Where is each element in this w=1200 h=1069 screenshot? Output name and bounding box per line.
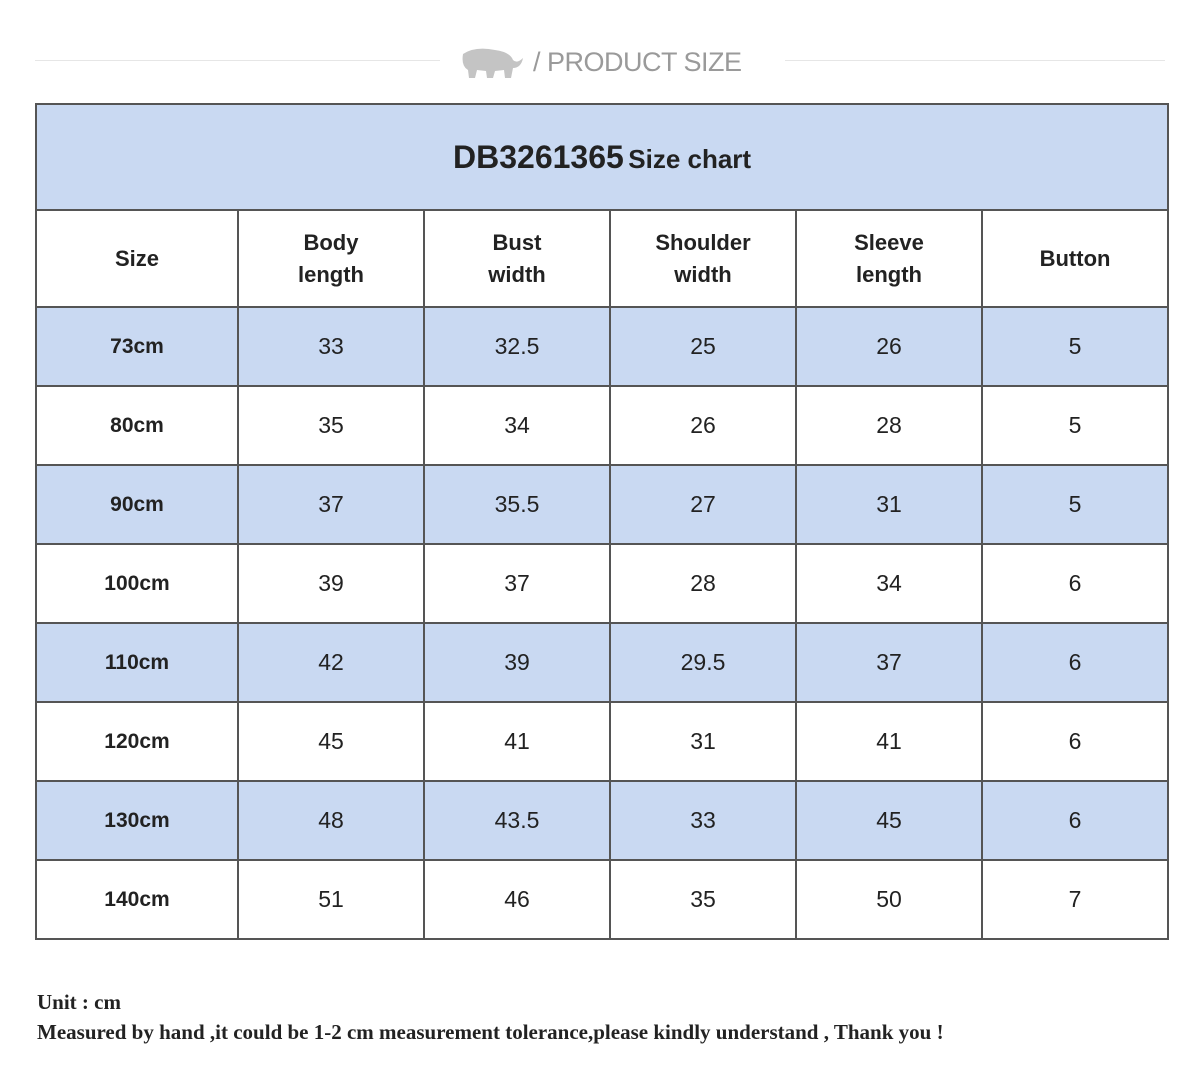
size-cell: 110cm [35,622,239,703]
value-cell: 5 [980,464,1170,545]
value-cell: 35 [609,859,797,940]
value-cell: 25 [609,306,797,387]
header-cell: Sleeve length [795,209,983,308]
value-cell: 41 [795,701,983,782]
header-row: Size Body length Bust width Shoulder width S… [35,209,1170,308]
data-row: 73cm 33 32.5 25 26 5 [35,306,1170,387]
value-cell: 27 [609,464,797,545]
section-title: / PRODUCT SIZE [533,47,742,77]
header-cell: Shoulder width [609,209,797,308]
value-cell: 42 [237,622,425,703]
value-cell: 26 [795,306,983,387]
value-cell: 48 [237,780,425,861]
column-header: Body length [298,229,364,287]
size-cell: 90cm [35,464,239,545]
column-header: Size [114,245,160,271]
title-row: DB3261365 Size chart [34,103,1170,211]
size-table: DB3261365 Size chart Size Body length Bust… [34,103,1170,940]
column-header: Button [1039,245,1111,271]
value-cell: 28 [609,543,797,624]
unit-note: Unit : cm [37,990,121,1014]
size-cell: 80cm [35,385,239,466]
column-header: Sleeve length [854,229,924,287]
data-row: 140cm 51 46 35 50 7 [35,859,1170,940]
value-cell: 46 [423,859,611,940]
value-cell: 6 [980,701,1170,782]
header-cell: Button [980,209,1170,308]
data-row: 100cm 39 37 28 34 6 [35,543,1170,624]
table-title: Size chart [628,143,752,174]
header-cell: Bust width [423,209,611,308]
value-cell: 35.5 [423,464,611,545]
size-cell: 130cm [35,780,239,861]
value-cell: 29.5 [609,622,797,703]
data-row: 90cm 37 35.5 27 31 5 [35,464,1170,545]
size-cell: 100cm [35,543,239,624]
value-cell: 37 [237,464,425,545]
value-cell: 5 [980,385,1170,466]
value-cell: 26 [609,385,797,466]
value-cell: 32.5 [423,306,611,387]
size-cell: 140cm [35,859,239,940]
value-cell: 6 [980,780,1170,861]
value-cell: 39 [423,622,611,703]
value-cell: 31 [609,701,797,782]
column-header: Shoulder width [655,229,751,287]
value-cell: 45 [795,780,983,861]
value-cell: 33 [609,780,797,861]
value-cell: 37 [423,543,611,624]
value-cell: 39 [237,543,425,624]
value-cell: 7 [980,859,1170,940]
divider [35,60,440,61]
data-row: 80cm 35 34 26 28 5 [35,385,1170,466]
column-header: Bust width [488,229,546,287]
value-cell: 33 [237,306,425,387]
value-cell: 37 [795,622,983,703]
divider [785,60,1165,61]
size-cell: 73cm [35,306,239,387]
header-cell: Size [35,209,239,308]
value-cell: 6 [980,543,1170,624]
value-cell: 28 [795,385,983,466]
header-cell: Body length [237,209,425,308]
model-code: DB3261365 [453,138,624,175]
tolerance-note: Measured by hand ,it could be 1-2 cm mea… [37,1020,944,1044]
elephant-icon [462,48,523,78]
value-cell: 43.5 [423,780,611,861]
value-cell: 51 [237,859,425,940]
value-cell: 5 [980,306,1170,387]
value-cell: 31 [795,464,983,545]
value-cell: 34 [795,543,983,624]
value-cell: 50 [795,859,983,940]
value-cell: 41 [423,701,611,782]
value-cell: 6 [980,622,1170,703]
value-cell: 34 [423,385,611,466]
data-row: 130cm 48 43.5 33 45 6 [35,780,1170,861]
title-cell: DB3261365 Size chart [34,103,1170,211]
size-cell: 120cm [35,701,239,782]
value-cell: 45 [237,701,425,782]
data-row: 110cm 42 39 29.5 37 6 [35,622,1170,703]
value-cell: 35 [237,385,425,466]
data-row: 120cm 45 41 31 41 6 [35,701,1170,782]
